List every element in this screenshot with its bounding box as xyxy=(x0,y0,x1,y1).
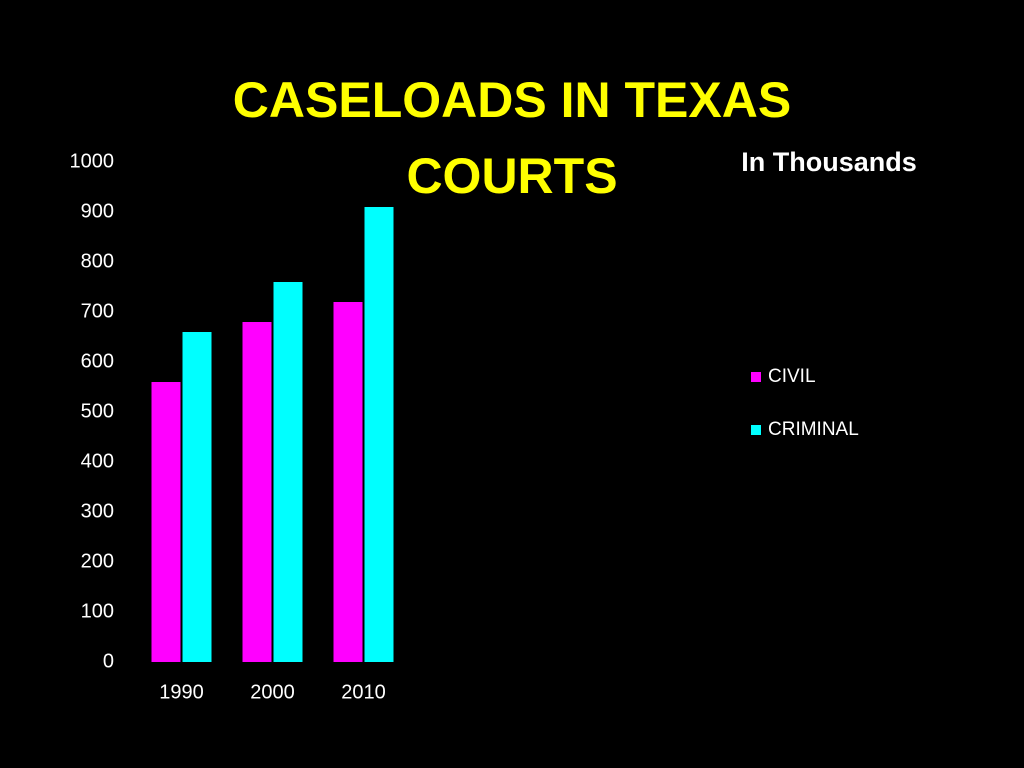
x-tick-label: 2000 xyxy=(250,681,295,703)
y-tick-label: 700 xyxy=(81,300,114,322)
y-tick-label: 900 xyxy=(81,200,114,222)
bar xyxy=(333,302,363,662)
y-tick-label: 800 xyxy=(81,250,114,272)
y-tick-label: 1000 xyxy=(70,150,115,172)
chart-subtitle: In Thousands xyxy=(741,147,917,177)
y-tick-label: 0 xyxy=(103,650,114,672)
x-tick-label: 2010 xyxy=(341,681,386,703)
bar xyxy=(182,332,212,662)
chart-title: CASELOADS IN TEXAS COURTS xyxy=(232,72,792,204)
bar xyxy=(364,207,394,662)
legend-swatch xyxy=(751,425,761,435)
y-tick-label: 200 xyxy=(81,550,114,572)
y-tick-label: 400 xyxy=(81,450,114,472)
bar xyxy=(242,322,272,662)
legend-label: CIVIL xyxy=(768,366,816,387)
bar xyxy=(273,282,303,662)
x-tick-label: 1990 xyxy=(159,681,204,703)
y-tick-label: 300 xyxy=(81,500,114,522)
y-tick-label: 500 xyxy=(81,400,114,422)
legend-swatch xyxy=(751,372,761,382)
legend-label: CRIMINAL xyxy=(768,419,859,440)
y-tick-label: 600 xyxy=(81,350,114,372)
bar xyxy=(151,382,181,662)
y-tick-label: 100 xyxy=(81,600,114,622)
